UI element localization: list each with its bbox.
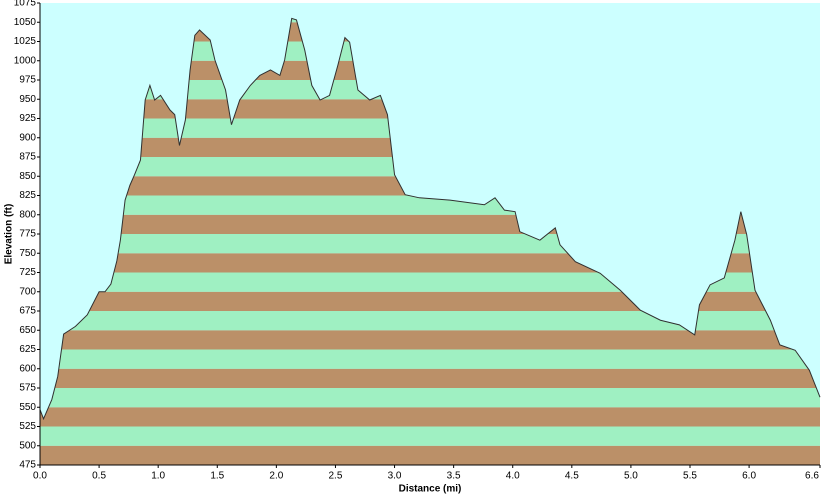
- y-tick-label: 850: [19, 171, 36, 182]
- y-tick-label: 725: [19, 267, 36, 278]
- y-tick-label: 775: [19, 229, 36, 240]
- elevation-band: [40, 388, 820, 408]
- y-tick-label: 925: [19, 113, 36, 124]
- x-tick-label: 4.0: [506, 471, 520, 482]
- elevation-band: [40, 330, 820, 350]
- y-axis-title: Elevation (ft): [4, 204, 15, 265]
- elevation-band: [40, 426, 820, 446]
- x-tick-label: 2.5: [329, 471, 343, 482]
- x-tick-label: 0.0: [33, 471, 47, 482]
- elevation-band: [40, 407, 820, 427]
- x-axis-title: Distance (mi): [399, 484, 462, 495]
- y-tick-label: 1050: [14, 17, 37, 28]
- y-tick-label: 675: [19, 306, 36, 317]
- x-tick-label: 1.0: [151, 471, 165, 482]
- elevation-band: [40, 445, 820, 465]
- y-tick-label: 650: [19, 325, 36, 336]
- y-tick-label: 975: [19, 75, 36, 86]
- x-tick-label: 6.0: [742, 471, 756, 482]
- y-tick-label: 475: [19, 460, 36, 471]
- y-tick-label: 800: [19, 209, 36, 220]
- x-tick-label: 5.0: [624, 471, 638, 482]
- y-tick-label: 825: [19, 190, 36, 201]
- y-tick-label: 950: [19, 94, 36, 105]
- elevation-band: [40, 311, 820, 331]
- x-tick-label: 6.6: [805, 471, 819, 482]
- y-tick-label: 600: [19, 363, 36, 374]
- y-tick-label: 575: [19, 383, 36, 394]
- y-tick-label: 1000: [14, 55, 37, 66]
- x-tick-label: 0.5: [92, 471, 106, 482]
- elevation-band: [40, 291, 820, 311]
- profile-line: [39, 17, 821, 421]
- x-tick-label: 1.5: [210, 471, 224, 482]
- y-tick-label: 750: [19, 248, 36, 259]
- y-tick-label: 525: [19, 421, 36, 432]
- y-tick-label: 550: [19, 402, 36, 413]
- y-tick-label: 1025: [14, 36, 37, 47]
- y-tick-label: 700: [19, 286, 36, 297]
- y-tick-label: 875: [19, 152, 36, 163]
- x-tick-label: 3.5: [447, 471, 461, 482]
- elevation-band: [40, 349, 820, 369]
- y-tick-label: 625: [19, 344, 36, 355]
- elevation-band: [40, 368, 820, 388]
- x-tick-label: 4.5: [565, 471, 579, 482]
- x-tick-label: 5.5: [683, 471, 697, 482]
- x-tick-label: 3.0: [388, 471, 402, 482]
- y-tick-label: 500: [19, 440, 36, 451]
- x-tick-label: 2.0: [269, 471, 283, 482]
- y-tick-label: 1075: [14, 0, 37, 9]
- y-tick-label: 900: [19, 132, 36, 143]
